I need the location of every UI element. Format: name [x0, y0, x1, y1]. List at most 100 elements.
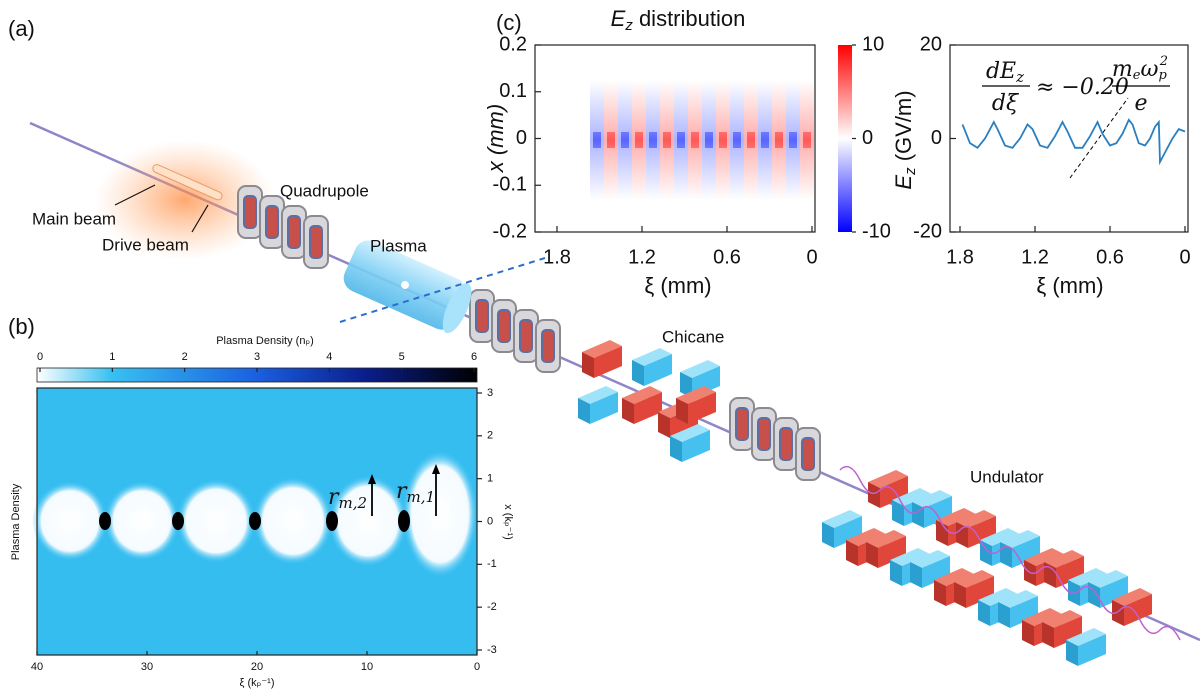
field-core — [761, 132, 769, 148]
quad-core — [758, 418, 770, 450]
ez-image — [590, 80, 814, 200]
quad-core — [266, 206, 278, 238]
x-axis-label: ξ (kₚ⁻¹) — [240, 677, 275, 689]
quad-core — [498, 310, 510, 342]
formula-part: dξ — [992, 91, 1020, 116]
panel-label: (a) — [8, 16, 35, 41]
tick-label: 0 — [806, 246, 817, 268]
label: Main beam — [32, 209, 116, 228]
formula-part: p — [1158, 68, 1167, 83]
field-core — [691, 132, 699, 148]
tick-label: 1 — [487, 473, 493, 485]
quad-core — [542, 330, 554, 362]
field-core — [593, 132, 601, 148]
x-axis-label: ξ (mm) — [1036, 273, 1103, 298]
formula-part: dEz — [986, 59, 1024, 86]
tick-label: 3 — [254, 351, 260, 363]
tick-label: -10 — [862, 220, 891, 242]
tick-label: 0.1 — [499, 80, 527, 102]
colorbar-title: Plasma Density (nₚ) — [216, 335, 314, 347]
tick-label: 0 — [516, 127, 527, 149]
field-core — [663, 132, 671, 148]
tick-label: 20 — [920, 33, 942, 55]
field-core — [635, 132, 643, 148]
field-core — [775, 132, 783, 148]
tick-label: 0 — [474, 661, 480, 673]
colorbar — [838, 45, 852, 232]
tick-label: 1.2 — [628, 246, 656, 268]
field-core — [705, 132, 713, 148]
field-core — [677, 132, 685, 148]
quad-core — [476, 300, 488, 332]
quad-core — [244, 196, 256, 228]
tick-label: 3 — [487, 387, 493, 399]
tick-label: 0 — [931, 127, 942, 149]
plot-title: Ez distribution — [611, 6, 746, 34]
label: Quadrupole — [280, 181, 369, 200]
panel-label: (b) — [8, 314, 35, 339]
tick-label: 0.6 — [713, 246, 741, 268]
quad-core — [288, 216, 300, 248]
magnets — [578, 340, 1152, 666]
formula-part: e — [1134, 91, 1147, 116]
tick-label: 0.6 — [1096, 246, 1124, 268]
tick-label: -0.1 — [493, 174, 527, 196]
tick-label: 1 — [109, 351, 115, 363]
tick-label: 0 — [37, 351, 43, 363]
annotation-sub: m,1 — [407, 488, 436, 506]
tick-label: 1.8 — [543, 246, 571, 268]
quad-core — [780, 428, 792, 460]
ez-line — [963, 120, 1186, 162]
y-axis-label: x (mm) — [483, 104, 508, 173]
tick-label: 20 — [251, 661, 263, 673]
formula-part: z — [1015, 68, 1024, 86]
tick-label: 10 — [361, 661, 373, 673]
field-core — [747, 132, 755, 148]
tick-label: 6 — [471, 351, 477, 363]
field-core — [733, 132, 741, 148]
tick-label: 2 — [182, 351, 188, 363]
tick-label: -3 — [487, 644, 497, 656]
figure: (a) Main beam Drive beam Quadrupole Plas… — [0, 0, 1200, 690]
field-core — [607, 132, 615, 148]
title-base: E — [611, 6, 626, 31]
label: Chicane — [662, 327, 724, 346]
field-core — [621, 132, 629, 148]
quad-core — [520, 320, 532, 352]
annotation-sub: m,2 — [339, 494, 368, 512]
tick-label: 30 — [141, 661, 153, 673]
tick-label: 0 — [1179, 246, 1190, 268]
formula-part: m — [1112, 57, 1133, 82]
formula-part: meωp2 — [1112, 54, 1168, 83]
label: Undulator — [970, 467, 1044, 486]
field-core — [789, 132, 797, 148]
tick-label: 0 — [487, 515, 493, 527]
formula-part: dE — [986, 59, 1016, 84]
tick-label: 40 — [31, 661, 43, 673]
formula-part: ω — [1141, 57, 1159, 82]
panel-label: (c) — [496, 10, 522, 35]
side-label: Plasma Density — [10, 483, 22, 560]
field-core — [803, 132, 811, 148]
field-core — [719, 132, 727, 148]
field-core — [649, 132, 657, 148]
tick-label: 1.2 — [1021, 246, 1049, 268]
label: Drive beam — [102, 235, 189, 254]
tick-label: 10 — [862, 33, 884, 55]
quad-core — [802, 438, 814, 470]
ylabel-rest: (GV/m) — [891, 90, 916, 167]
label: Plasma — [370, 236, 427, 255]
tick-label: 0.2 — [499, 33, 527, 55]
quad-core — [736, 408, 748, 440]
tick-label: 5 — [399, 351, 405, 363]
title-rest: distribution — [633, 6, 746, 31]
tick-label: -1 — [487, 558, 497, 570]
tick-label: 0 — [862, 127, 873, 149]
tick-label: -20 — [913, 220, 942, 242]
y-axis-label: Ez (GV/m) — [891, 90, 919, 189]
x-axis-label: ξ (mm) — [644, 273, 711, 298]
tick-label: 2 — [487, 430, 493, 442]
tick-label: 4 — [326, 351, 332, 363]
formula: dEz dξ ≈ −0.20 meωp2 e — [982, 54, 1170, 117]
tick-label: -2 — [487, 601, 497, 613]
